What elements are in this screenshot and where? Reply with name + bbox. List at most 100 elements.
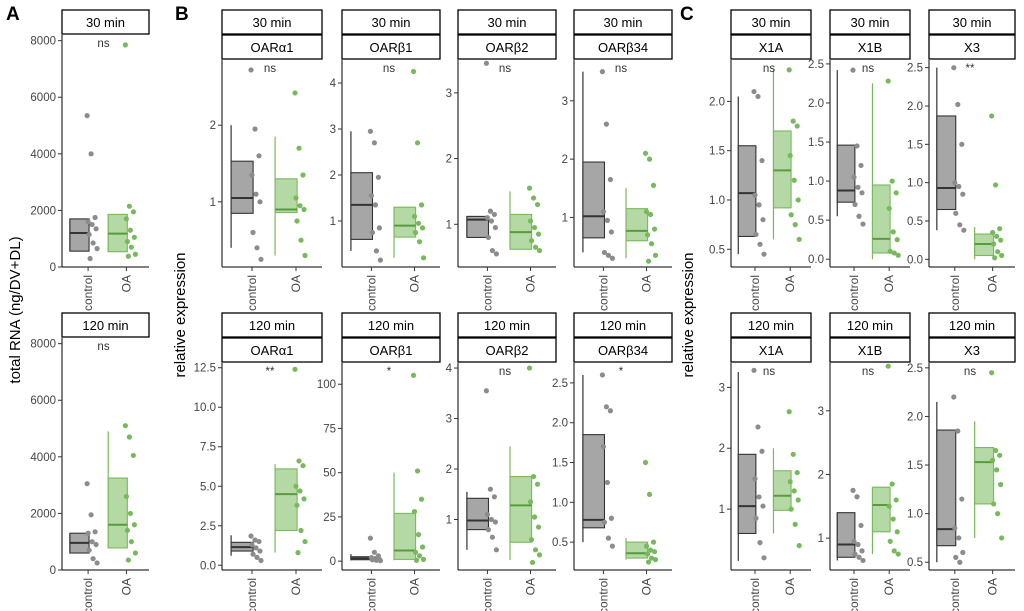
x-tick-label: control <box>596 578 610 611</box>
y-tick-label: 1.0 <box>552 497 568 509</box>
data-point-oa <box>124 527 130 533</box>
y-tick-label: 0.5 <box>907 557 923 569</box>
significance-label: ns <box>383 63 395 75</box>
panel-b-30-b1: 30 min OARβ1 1 2 3 4 control OA ns <box>330 9 441 311</box>
x-tick-label: OA <box>986 578 1000 595</box>
data-point-control <box>248 67 254 73</box>
data-point-oa <box>534 201 541 208</box>
data-point-control <box>600 443 607 450</box>
data-point-control <box>257 199 263 205</box>
data-point-oa <box>123 216 129 222</box>
y-tick-label: 8000 <box>30 339 56 351</box>
y-tick-label: 4000 <box>30 452 56 464</box>
box-oa <box>772 470 792 511</box>
data-point-oa <box>796 236 802 242</box>
data-point-oa <box>790 118 796 124</box>
y-tick-label: 25 <box>323 512 336 524</box>
data-point-oa <box>420 556 427 562</box>
data-point-oa <box>889 178 895 184</box>
y-tick-label: 2.5 <box>808 59 824 71</box>
panel-c-30-x1b: 30 min X1B 0.0 0.5 1.0 1.5 2.0 2.5 control OA ns <box>808 9 911 311</box>
facet-strip <box>221 34 323 60</box>
facet-strip-label: 120 min <box>82 318 128 333</box>
x-tick-label: OA <box>408 578 422 595</box>
x-tick-label: control <box>748 275 762 311</box>
data-point-oa <box>410 68 417 75</box>
y-tick-label: 0.5 <box>808 215 824 227</box>
data-point-oa <box>995 511 1001 517</box>
y-tick-label: 2 <box>818 469 824 481</box>
panel-letter-c: C <box>680 4 694 25</box>
data-point-oa <box>530 473 537 480</box>
data-point-control <box>254 554 260 560</box>
data-point-oa <box>786 409 792 415</box>
data-point-control <box>608 229 615 235</box>
x-tick-label: OA <box>882 275 896 292</box>
facet-strip <box>457 34 557 60</box>
data-point-oa <box>786 67 792 73</box>
data-point-oa <box>126 434 132 440</box>
data-point-oa <box>132 550 138 556</box>
data-point-control <box>851 174 857 180</box>
x-tick-label: OA <box>640 275 654 292</box>
data-point-control <box>371 549 377 555</box>
significance-label: ns <box>615 63 627 75</box>
y-tick-label: 2.5 <box>200 521 216 533</box>
data-point-oa <box>788 212 794 218</box>
data-point-oa <box>300 172 306 178</box>
data-point-control <box>252 126 258 132</box>
facet-strip-label: X1B <box>858 343 883 358</box>
data-point-oa <box>992 255 998 261</box>
data-point-oa <box>416 553 423 559</box>
data-point-oa <box>420 255 427 261</box>
facet-strip <box>573 312 673 338</box>
facet-strip <box>928 337 1016 363</box>
data-point-oa <box>293 195 299 201</box>
significance-label: ns <box>97 341 109 353</box>
data-point-oa <box>787 479 793 485</box>
data-point-control <box>957 559 963 565</box>
data-point-oa <box>642 150 649 156</box>
y-tick-label: 0 <box>330 556 336 568</box>
data-point-control <box>258 557 264 564</box>
data-point-oa <box>791 177 797 183</box>
data-point-oa <box>122 42 128 48</box>
x-tick-label: OA <box>524 578 538 595</box>
data-point-oa <box>999 535 1005 541</box>
y-tick-label: 2.0 <box>808 98 824 110</box>
data-point-oa <box>419 544 426 550</box>
data-point-oa <box>418 202 425 208</box>
x-tick-label: OA <box>119 578 133 595</box>
box-control <box>230 160 254 214</box>
facet-strip <box>573 9 673 35</box>
facet-strip-label: X3 <box>964 343 980 358</box>
y-tick-label: 6000 <box>30 395 56 407</box>
data-point-control <box>607 408 614 414</box>
data-point-control <box>256 538 262 545</box>
data-point-control <box>951 394 957 400</box>
data-point-oa <box>297 203 303 209</box>
box-control <box>737 145 757 237</box>
data-point-control <box>761 555 767 561</box>
data-point-control <box>607 176 614 183</box>
facet-strip <box>221 337 323 363</box>
data-point-control <box>257 548 263 554</box>
facet-strip <box>341 34 441 60</box>
data-point-oa <box>643 543 650 549</box>
data-point-control <box>603 404 610 410</box>
data-point-oa <box>411 213 418 219</box>
data-point-control <box>601 249 608 256</box>
data-point-control <box>94 246 100 252</box>
data-point-oa <box>644 232 651 238</box>
data-point-control <box>84 481 90 487</box>
y-tick-label: 1 <box>446 219 452 231</box>
data-point-oa <box>526 365 533 371</box>
data-point-control <box>960 549 966 556</box>
y-tick-label: 1.5 <box>709 146 725 158</box>
data-point-oa <box>123 493 129 500</box>
y-tick-label: 3 <box>719 382 725 394</box>
data-point-oa <box>528 238 535 244</box>
data-point-oa <box>126 203 132 209</box>
data-point-oa <box>790 451 796 457</box>
data-point-control <box>254 245 260 251</box>
